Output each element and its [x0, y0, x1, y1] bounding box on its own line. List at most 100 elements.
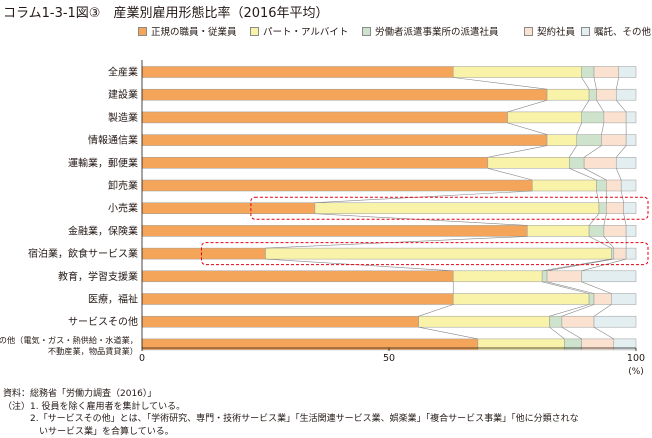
bar-regular-5	[142, 180, 532, 191]
bar-other-7	[626, 225, 636, 236]
connector-line-0-3	[616, 78, 618, 90]
note-1: （注）1. 役員を除く雇用者を集計している。	[3, 401, 579, 414]
bar-other-8	[626, 248, 636, 259]
connector-line-1-2	[596, 100, 603, 112]
bar-contract-6	[606, 203, 623, 214]
bar-dispatched-3	[577, 135, 602, 146]
bar-regular-8	[142, 248, 266, 259]
bar-contract-2	[604, 112, 626, 123]
legend-swatch-dispatched	[362, 27, 371, 36]
stacked-bar-chart: 全産業建設業製造業情報通信業運輸業，郵便業卸売業小売業金融業，保険業宿泊業，飲食…	[0, 52, 652, 382]
connector-line-0-2	[594, 78, 596, 90]
connector-line-2-0	[508, 123, 548, 135]
connector-line-4-3	[616, 168, 621, 180]
connector-line-9-1	[542, 282, 589, 294]
category-label-3: 情報通信業	[88, 134, 138, 147]
connector-line-10-1	[550, 305, 590, 317]
category-label-4: 運輸業，郵便業	[68, 156, 138, 169]
bar-dispatched-6	[599, 203, 606, 214]
legend-swatch-regular	[138, 27, 147, 36]
bar-dispatched-5	[596, 180, 606, 191]
chart-legend: 正規の職員・従業員 パート・アルバイト 労働者派遣事業所の派遣社員 契約社員 嘱…	[0, 24, 652, 42]
bar-regular-3	[142, 135, 547, 146]
x-tick-label-2: 100	[627, 353, 645, 364]
legend-label-other: 嘱託、その他	[594, 24, 651, 38]
note-2-cont: いサービス業」を合算している。	[3, 426, 579, 438]
bar-dispatched-10	[589, 294, 594, 305]
connector-line-10-2	[562, 305, 594, 317]
chart-title: コラム1-3-1図③ 産業別雇用形態比率（2016年平均）	[3, 2, 329, 21]
legend-label-dispatched: 労働者派遣事業所の派遣社員	[375, 24, 499, 38]
chart-notes: 資料：総務省「労働力調査（2016）」 （注）1. 役員を除く雇用者を集計してい…	[3, 388, 579, 438]
bar-regular-11	[142, 316, 419, 327]
connector-line-10-0	[419, 305, 454, 317]
category-label-7: 金融業，保険業	[68, 224, 138, 237]
connector-line-11-0	[419, 327, 478, 339]
connector-line-0-0	[453, 78, 547, 90]
bar-regular-0	[142, 67, 453, 78]
bar-contract-10	[594, 294, 611, 305]
connector-line-0-1	[582, 78, 589, 90]
connector-line-1-0	[508, 100, 548, 112]
bar-other-5	[621, 180, 636, 191]
bar-other-0	[619, 67, 636, 78]
connector-line-4-0	[488, 168, 532, 180]
bar-regular-6	[142, 203, 315, 214]
bar-dispatched-2	[582, 112, 604, 123]
bar-dispatched-1	[589, 89, 596, 100]
bar-contract-4	[584, 157, 616, 168]
bar-regular-9	[142, 271, 453, 282]
connector-line-3-2	[584, 146, 601, 158]
bar-contract-11	[562, 316, 594, 327]
bar-dispatched-11	[550, 316, 562, 327]
x-tick-label-1: 50	[383, 353, 395, 364]
bar-contract-0	[594, 67, 619, 78]
category-label-11: サービスその他	[68, 315, 138, 328]
bar-other-6	[624, 203, 636, 214]
bar-dispatched-0	[582, 67, 594, 78]
category-label-5: 卸売業	[108, 179, 138, 192]
legend-item-other: 嘱託、その他	[581, 24, 651, 38]
category-label-2: 製造業	[108, 111, 138, 124]
bar-regular-7	[142, 225, 527, 236]
bar-part-time-3	[547, 135, 577, 146]
category-label-6: 小売業	[108, 202, 138, 215]
bar-dispatched-9	[542, 271, 547, 282]
bar-other-1	[616, 89, 636, 100]
legend-label-part-time: パート・アルバイト	[263, 24, 348, 38]
bar-part-time-2	[508, 112, 582, 123]
connector-line-3-3	[616, 146, 626, 158]
bar-other-4	[616, 157, 636, 168]
legend-swatch-contract	[524, 27, 533, 36]
bar-regular-10	[142, 294, 453, 305]
category-label-10: 医療，福祉	[88, 293, 138, 306]
connector-line-1-3	[616, 100, 626, 112]
connector-line-2-1	[577, 123, 582, 135]
connector-line-11-3	[594, 327, 614, 339]
bar-part-time-6	[315, 203, 599, 214]
bar-contract-1	[596, 89, 616, 100]
connector-line-1-1	[582, 100, 589, 112]
bar-regular-4	[142, 157, 488, 168]
connector-line-3-0	[488, 146, 547, 158]
bar-contract-3	[601, 135, 626, 146]
legend-label-contract: 契約社員	[537, 24, 575, 38]
bar-part-time-10	[453, 294, 589, 305]
note-source: 資料：総務省「労働力調査（2016）」	[3, 388, 579, 401]
bar-dispatched-8	[611, 248, 613, 259]
legend-item-part-time: パート・アルバイト	[250, 24, 348, 38]
connector-line-2-2	[601, 123, 603, 135]
bar-other-2	[626, 112, 636, 123]
legend-item-dispatched: 労働者派遣事業所の派遣社員	[362, 24, 499, 38]
bar-part-time-5	[532, 180, 596, 191]
bar-other-9	[582, 271, 636, 282]
legend-swatch-other	[581, 27, 590, 36]
legend-item-contract: 契約社員	[524, 24, 575, 38]
connector-line-11-2	[562, 327, 582, 339]
connector-line-4-1	[569, 168, 596, 180]
bar-part-time-8	[266, 248, 612, 259]
category-label-1: 建設業	[108, 88, 138, 101]
connector-line-10-3	[594, 305, 611, 317]
connector-line-9-2	[547, 282, 594, 294]
bar-part-time-4	[488, 157, 570, 168]
